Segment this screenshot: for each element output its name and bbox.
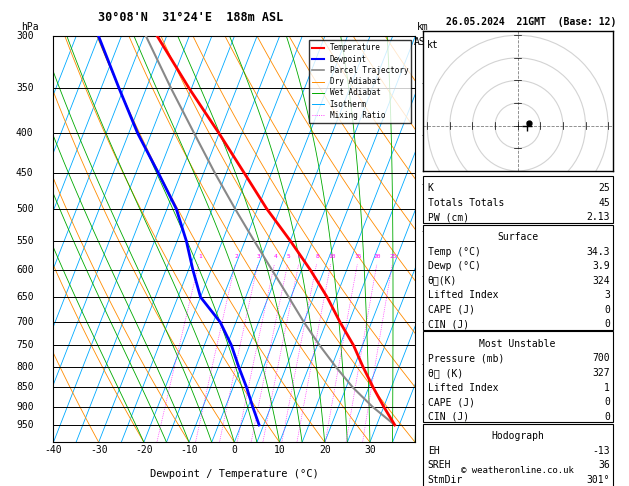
Text: Totals Totals: Totals Totals xyxy=(428,198,504,208)
Text: -1: -1 xyxy=(421,400,431,409)
Text: Mixing Ratio (g/kg): Mixing Ratio (g/kg) xyxy=(440,188,448,291)
Text: 30°08'N  31°24'E  188m ASL: 30°08'N 31°24'E 188m ASL xyxy=(98,11,284,24)
Text: Lifted Index: Lifted Index xyxy=(428,290,498,300)
Text: CAPE (J): CAPE (J) xyxy=(428,305,475,315)
Text: -7: -7 xyxy=(421,131,431,139)
Text: 700: 700 xyxy=(593,353,610,364)
Text: 2.13: 2.13 xyxy=(587,212,610,223)
Text: 5: 5 xyxy=(287,254,291,259)
Text: -3: -3 xyxy=(421,317,431,327)
Text: 45: 45 xyxy=(598,198,610,208)
Text: 350: 350 xyxy=(16,84,33,93)
Text: hPa: hPa xyxy=(21,22,39,33)
Text: PW (cm): PW (cm) xyxy=(428,212,469,223)
Text: Most Unstable: Most Unstable xyxy=(479,339,556,349)
Text: -2: -2 xyxy=(421,361,431,369)
Text: -6: -6 xyxy=(421,180,431,189)
Text: 15: 15 xyxy=(354,254,362,259)
Text: 0: 0 xyxy=(604,319,610,330)
Text: 20: 20 xyxy=(374,254,381,259)
Text: 20: 20 xyxy=(319,445,331,455)
Text: © weatheronline.co.uk: © weatheronline.co.uk xyxy=(461,466,574,475)
Text: 800: 800 xyxy=(16,362,33,372)
Text: 0: 0 xyxy=(604,412,610,422)
Text: 0: 0 xyxy=(604,305,610,315)
Text: 1: 1 xyxy=(198,254,201,259)
Text: 600: 600 xyxy=(16,265,33,275)
Text: 650: 650 xyxy=(16,292,33,302)
Text: CIN (J): CIN (J) xyxy=(428,412,469,422)
Text: CAPE (J): CAPE (J) xyxy=(428,397,475,407)
Text: Pressure (mb): Pressure (mb) xyxy=(428,353,504,364)
Text: 25: 25 xyxy=(389,254,397,259)
Text: 950: 950 xyxy=(16,420,33,430)
Text: K: K xyxy=(428,183,433,193)
Text: θᴇ(K): θᴇ(K) xyxy=(428,276,457,286)
Text: 301°: 301° xyxy=(587,475,610,485)
Text: -4: -4 xyxy=(421,272,431,281)
Text: 400: 400 xyxy=(16,128,33,139)
Text: 4: 4 xyxy=(274,254,277,259)
Text: StmDir: StmDir xyxy=(428,475,463,485)
Text: -10: -10 xyxy=(181,445,198,455)
Text: 36: 36 xyxy=(598,460,610,470)
Text: 900: 900 xyxy=(16,402,33,412)
Text: 30: 30 xyxy=(364,445,376,455)
Text: 700: 700 xyxy=(16,317,33,327)
Text: -8: -8 xyxy=(421,79,431,88)
Text: EH: EH xyxy=(428,446,440,456)
Text: θᴇ (K): θᴇ (K) xyxy=(428,368,463,378)
Text: Hodograph: Hodograph xyxy=(491,431,544,441)
Text: 750: 750 xyxy=(16,340,33,350)
Text: 300: 300 xyxy=(16,32,33,41)
Text: 3.9: 3.9 xyxy=(593,261,610,271)
Text: Surface: Surface xyxy=(497,232,538,242)
Text: 8: 8 xyxy=(316,254,320,259)
Text: -13: -13 xyxy=(593,446,610,456)
Text: 10: 10 xyxy=(274,445,286,455)
Text: 0: 0 xyxy=(231,445,237,455)
Text: -40: -40 xyxy=(45,445,62,455)
Legend: Temperature, Dewpoint, Parcel Trajectory, Dry Adiabat, Wet Adiabat, Isotherm, Mi: Temperature, Dewpoint, Parcel Trajectory… xyxy=(309,40,411,123)
Text: kt: kt xyxy=(427,40,439,50)
Text: SREH: SREH xyxy=(428,460,451,470)
Text: 10: 10 xyxy=(328,254,335,259)
Text: Temp (°C): Temp (°C) xyxy=(428,246,481,257)
Text: Lifted Index: Lifted Index xyxy=(428,382,498,393)
Text: 324: 324 xyxy=(593,276,610,286)
Text: -30: -30 xyxy=(90,445,108,455)
Text: 26.05.2024  21GMT  (Base: 12): 26.05.2024 21GMT (Base: 12) xyxy=(447,17,616,27)
Text: 3: 3 xyxy=(604,290,610,300)
Text: CIN (J): CIN (J) xyxy=(428,319,469,330)
Text: -20: -20 xyxy=(135,445,153,455)
Text: Dewp (°C): Dewp (°C) xyxy=(428,261,481,271)
Text: 1: 1 xyxy=(604,382,610,393)
Text: ASL: ASL xyxy=(413,36,431,47)
Text: 6: 6 xyxy=(298,254,301,259)
Text: 34.3: 34.3 xyxy=(587,246,610,257)
Text: Dewpoint / Temperature (°C): Dewpoint / Temperature (°C) xyxy=(150,469,319,479)
Text: 450: 450 xyxy=(16,168,33,178)
Text: -5: -5 xyxy=(421,227,431,236)
Text: 500: 500 xyxy=(16,204,33,214)
Text: km: km xyxy=(416,22,428,33)
Text: 850: 850 xyxy=(16,382,33,393)
Text: 0: 0 xyxy=(604,397,610,407)
Text: 2: 2 xyxy=(234,254,238,259)
Text: 327: 327 xyxy=(593,368,610,378)
Text: 3: 3 xyxy=(257,254,260,259)
Text: 25: 25 xyxy=(598,183,610,193)
Text: 550: 550 xyxy=(16,236,33,246)
